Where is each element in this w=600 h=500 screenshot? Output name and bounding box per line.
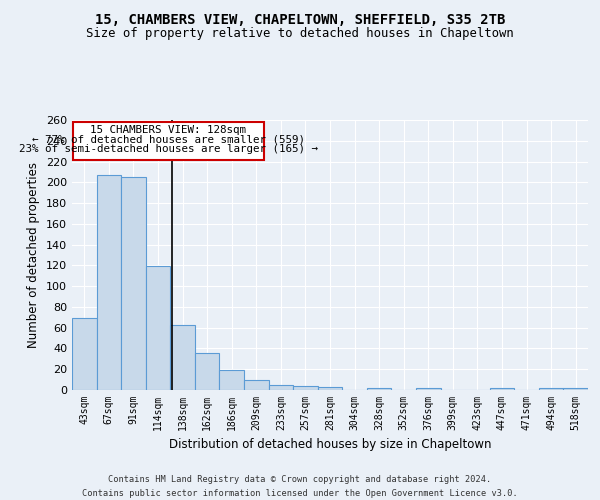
- Bar: [269, 385, 293, 390]
- Bar: [244, 380, 269, 390]
- Bar: [318, 387, 342, 390]
- Bar: [146, 266, 170, 390]
- Text: 23% of semi-detached houses are larger (165) →: 23% of semi-detached houses are larger (…: [19, 144, 318, 154]
- Bar: [97, 175, 121, 390]
- Text: ← 77% of detached houses are smaller (559): ← 77% of detached houses are smaller (55…: [32, 134, 305, 144]
- Bar: [367, 388, 391, 390]
- Bar: [220, 370, 244, 390]
- Bar: [293, 386, 318, 390]
- Y-axis label: Number of detached properties: Number of detached properties: [28, 162, 40, 348]
- Bar: [121, 177, 146, 390]
- Bar: [195, 352, 220, 390]
- Bar: [539, 388, 563, 390]
- Bar: [490, 388, 514, 390]
- Bar: [563, 388, 588, 390]
- X-axis label: Distribution of detached houses by size in Chapeltown: Distribution of detached houses by size …: [169, 438, 491, 452]
- Text: Size of property relative to detached houses in Chapeltown: Size of property relative to detached ho…: [86, 28, 514, 40]
- Bar: [416, 388, 440, 390]
- Text: 15, CHAMBERS VIEW, CHAPELTOWN, SHEFFIELD, S35 2TB: 15, CHAMBERS VIEW, CHAPELTOWN, SHEFFIELD…: [95, 12, 505, 26]
- Bar: [72, 318, 97, 390]
- Bar: [170, 324, 195, 390]
- Text: 15 CHAMBERS VIEW: 128sqm: 15 CHAMBERS VIEW: 128sqm: [91, 126, 247, 136]
- Text: Contains HM Land Registry data © Crown copyright and database right 2024.
Contai: Contains HM Land Registry data © Crown c…: [82, 476, 518, 498]
- FancyBboxPatch shape: [73, 122, 263, 160]
